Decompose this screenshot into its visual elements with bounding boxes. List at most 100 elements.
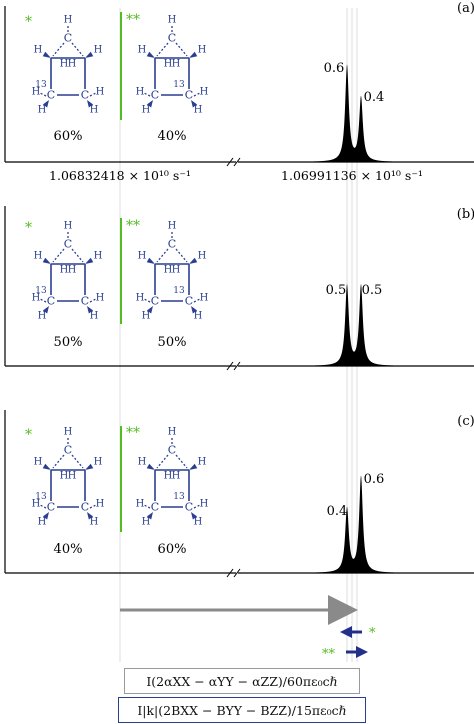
wedge-bond: [42, 51, 51, 58]
wedge-bond: [189, 257, 198, 264]
wedge-bond: [191, 306, 198, 314]
wedge-bond: [42, 100, 49, 108]
hydrogen-atom: H: [34, 457, 43, 468]
hydrogen-atom: H: [168, 427, 177, 438]
carbon-atom: C: [47, 501, 55, 514]
wedge-bond: [146, 306, 153, 314]
peak-label-b-right: 0.5: [362, 283, 383, 298]
shift-arrow-blue-right: [346, 646, 368, 658]
hydrogen-atom: H: [164, 59, 173, 70]
star-marker-b2: **: [126, 218, 140, 234]
dashed-bond: [156, 248, 169, 263]
carbon-atom: C: [185, 501, 193, 514]
pct-left-b: 50%: [54, 335, 83, 350]
hydrogen-atom: H: [90, 105, 99, 116]
hydrogen-atom: H: [90, 517, 99, 528]
hydrogen-atom: H: [142, 517, 151, 528]
carbon-atom: C: [64, 32, 72, 45]
hydrogen-atom: H: [32, 87, 41, 98]
carbon-atom: C: [168, 238, 176, 251]
isotope-label: 13: [35, 286, 47, 296]
hydrogen-atom: H: [64, 221, 73, 232]
hydrogen-atom: H: [64, 15, 73, 26]
pct-left-c: 40%: [54, 542, 83, 557]
dashed-bond: [156, 454, 169, 469]
hydrogen-atom: H: [38, 311, 47, 322]
dashed-bond: [193, 92, 201, 97]
formula-alpha: I(2αXX − αYY − αZZ)/60πε₀cℏ: [146, 673, 338, 689]
wedge-bond: [85, 463, 94, 470]
wedge-bond: [42, 512, 49, 520]
panel-tag-b: (b): [457, 207, 474, 222]
peak-label-b-left: 0.5: [326, 283, 347, 298]
dashed-bond: [71, 42, 84, 57]
wedge-bond: [191, 100, 198, 108]
dashed-bond: [39, 298, 47, 303]
spectral-peaks: [300, 64, 410, 573]
hydrogen-atom: H: [60, 471, 69, 482]
hydrogen-atom: H: [136, 87, 145, 98]
hydrogen-atom: H: [94, 45, 103, 56]
hydrogen-atom: H: [38, 517, 47, 528]
dashed-bond: [143, 92, 151, 97]
wedge-bond: [146, 512, 153, 520]
carbon-atom: C: [64, 238, 72, 251]
dashed-bond: [52, 454, 65, 469]
carbon-atom: C: [185, 295, 193, 308]
dashed-bond: [143, 298, 151, 303]
dashed-bond: [175, 454, 188, 469]
hydrogen-atom: H: [90, 311, 99, 322]
pct-right-b: 50%: [158, 335, 187, 350]
hydrogen-atom: H: [164, 471, 173, 482]
hydrogen-atom: H: [200, 499, 209, 510]
star-marker-c2: **: [126, 425, 140, 441]
carbon-atom: C: [151, 295, 159, 308]
hydrogen-atom: H: [168, 15, 177, 26]
hydrogen-atom: H: [68, 471, 77, 482]
hydrogen-atom: H: [198, 45, 207, 56]
wedge-bond: [42, 306, 49, 314]
carbon-atom: C: [151, 89, 159, 102]
carbon-atom: C: [151, 501, 159, 514]
dashed-bond: [89, 504, 97, 509]
wedge-bond: [87, 512, 94, 520]
peak-profile-b: [300, 284, 410, 366]
dashed-bond: [39, 92, 47, 97]
shift-arrow-blue-left: [340, 626, 362, 638]
isotope-label: 13: [173, 492, 185, 502]
star-marker-c1: *: [25, 427, 32, 443]
peak-profile-c: [300, 475, 410, 573]
hydrogen-atom: H: [94, 251, 103, 262]
formula-box-alpha: I(2αXX − αYY − αZZ)/60πε₀cℏ: [124, 668, 360, 694]
hydrogen-atom: H: [168, 221, 177, 232]
hydrogen-atom: H: [194, 311, 203, 322]
reference-lines: [119, 8, 358, 662]
carbon-atom: C: [168, 32, 176, 45]
hydrogen-atom: H: [60, 265, 69, 276]
dashed-bond: [175, 42, 188, 57]
wedge-bond: [42, 257, 51, 264]
isotope-label: 13: [173, 286, 185, 296]
arrow-star-1: *: [369, 626, 376, 641]
hydrogen-atom: H: [172, 265, 181, 276]
hydrogen-atom: H: [38, 105, 47, 116]
hydrogen-atom: H: [68, 265, 77, 276]
hydrogen-atom: H: [198, 251, 207, 262]
isotope-label: 13: [35, 492, 47, 502]
dashed-bond: [143, 504, 151, 509]
hydrogen-atom: H: [32, 499, 41, 510]
hydrogen-atom: H: [136, 499, 145, 510]
star-marker-a1: *: [25, 14, 32, 30]
pct-right-a: 40%: [158, 129, 187, 144]
hydrogen-atom: H: [194, 517, 203, 528]
wedge-bond: [191, 512, 198, 520]
dashed-bond: [52, 248, 65, 263]
wedge-bond: [189, 463, 198, 470]
dashed-bond: [175, 248, 188, 263]
hydrogen-atom: H: [200, 293, 209, 304]
hydrogen-atom: H: [198, 457, 207, 468]
